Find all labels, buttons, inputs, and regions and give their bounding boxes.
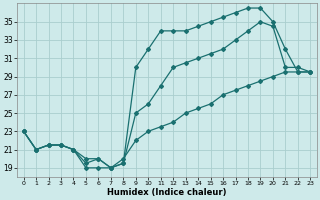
X-axis label: Humidex (Indice chaleur): Humidex (Indice chaleur) (107, 188, 227, 197)
